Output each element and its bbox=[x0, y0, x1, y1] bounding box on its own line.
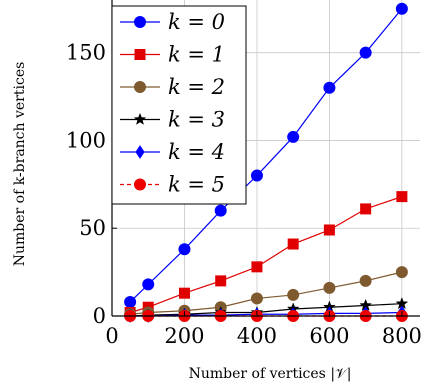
legend-box bbox=[111, 5, 247, 205]
data-point bbox=[323, 281, 336, 294]
data-point bbox=[396, 191, 408, 203]
legend-marker bbox=[133, 112, 147, 125]
data-point bbox=[215, 275, 227, 287]
data-point bbox=[124, 295, 137, 308]
x-tick-label: 600 bbox=[309, 324, 349, 348]
data-point bbox=[359, 46, 372, 59]
y-tick-label: 0 bbox=[93, 304, 106, 328]
tick-labels: 0 200 400 600 800 0 50 100 150 bbox=[66, 41, 421, 348]
x-tick-label: 800 bbox=[382, 324, 421, 348]
legend-marker bbox=[134, 16, 146, 28]
y-tick-label: 100 bbox=[66, 128, 106, 152]
data-point bbox=[178, 243, 191, 256]
series-0 bbox=[124, 2, 408, 308]
legend-label: k = 3 bbox=[168, 108, 225, 132]
x-tick-label: 0 bbox=[105, 324, 118, 348]
data-point bbox=[142, 278, 155, 291]
legend-label: k = 5 bbox=[168, 173, 225, 197]
data-point bbox=[251, 261, 263, 273]
data-point bbox=[287, 130, 300, 143]
data-point bbox=[178, 287, 190, 299]
legend-marker bbox=[134, 178, 146, 191]
legend-marker bbox=[135, 145, 145, 159]
data-point bbox=[214, 204, 227, 217]
legend-entry: k = 3 bbox=[120, 108, 225, 132]
data-point bbox=[359, 274, 372, 287]
legend-label: k = 0 bbox=[168, 10, 225, 34]
legend-entry: k = 4 bbox=[120, 140, 225, 164]
data-point bbox=[287, 288, 300, 301]
data-point bbox=[395, 2, 408, 15]
legend-marker bbox=[134, 81, 146, 93]
series-1 bbox=[124, 191, 408, 318]
legend-entry: k = 2 bbox=[120, 75, 225, 99]
x-axis-label: Number of vertices |𝒱| bbox=[189, 366, 352, 382]
legend-entry: k = 1 bbox=[120, 43, 225, 67]
data-point bbox=[395, 266, 408, 279]
x-tick-label: 200 bbox=[164, 324, 204, 348]
y-axis-label: Number of k-branch vertices bbox=[12, 62, 28, 267]
legend-label: k = 1 bbox=[168, 43, 225, 67]
data-point bbox=[250, 292, 263, 305]
legend-entry: k = 0 bbox=[120, 10, 225, 34]
y-tick-label: 150 bbox=[66, 41, 106, 65]
x-tick-label: 400 bbox=[237, 324, 277, 348]
data-point bbox=[323, 224, 335, 236]
legend: k = 0 k = 1 k = 2 k = 3 k = 4 k = 5 bbox=[111, 5, 247, 205]
legend-entry: k = 5 bbox=[120, 173, 225, 197]
legend-label: k = 2 bbox=[168, 75, 225, 99]
data-point bbox=[323, 81, 336, 94]
data-point bbox=[287, 238, 299, 250]
legend-marker bbox=[134, 49, 146, 60]
data-point bbox=[250, 169, 263, 182]
data-point bbox=[360, 203, 372, 215]
legend-label: k = 4 bbox=[168, 140, 225, 164]
y-tick-label: 50 bbox=[79, 216, 106, 240]
